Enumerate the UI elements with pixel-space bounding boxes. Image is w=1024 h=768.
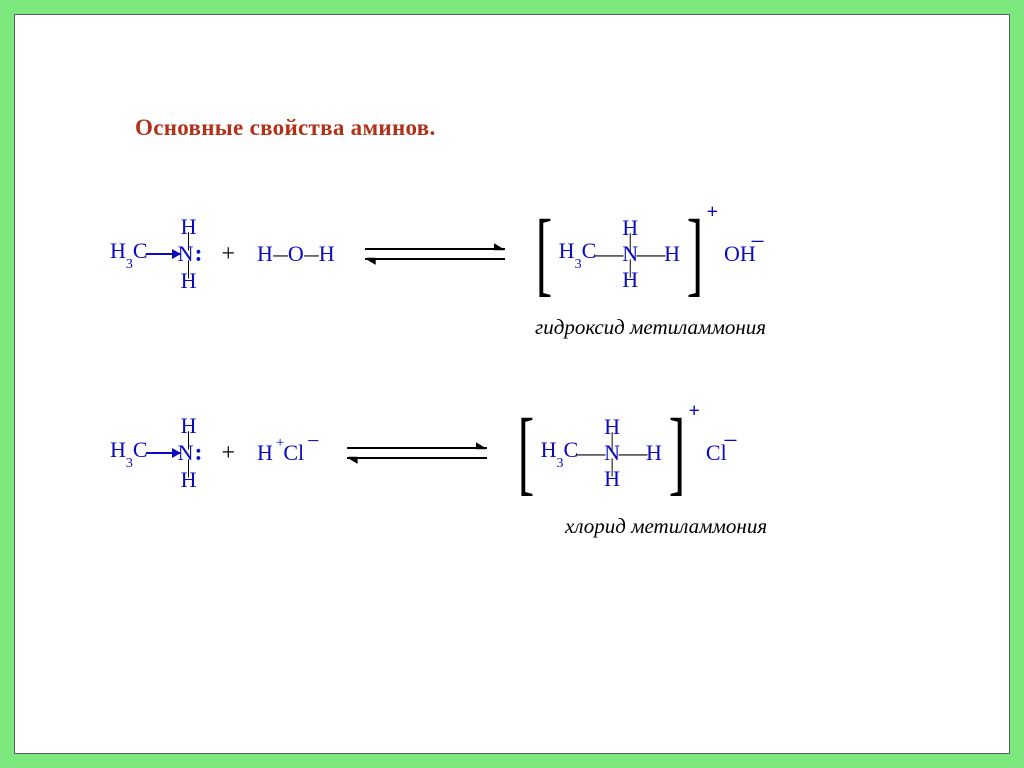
methylammonium-1: [ H3C — H | N | H — xyxy=(535,211,704,297)
reaction-2: H3C H | N : | H + xyxy=(110,410,969,496)
bond-water1: – xyxy=(273,241,287,267)
methylammonium-2: [ H3C — H | N | H — xyxy=(517,410,686,496)
hcl: H + Cl − xyxy=(257,440,317,466)
atom-H-water1: H xyxy=(257,241,273,267)
cation-charge-1: + xyxy=(707,201,718,224)
prod1-Hbot: H xyxy=(622,269,638,291)
dative-arrow-1 xyxy=(146,243,180,265)
slide-inner: Основные свойства аминов. H3C H | N : xyxy=(14,14,1010,754)
prod2-Hright: H xyxy=(646,442,662,464)
left-bracket-2: [ xyxy=(517,408,533,498)
prod2-Hbot: H xyxy=(604,468,620,490)
bond-p1a: — xyxy=(595,243,624,265)
plus-1: + xyxy=(221,241,235,268)
caption-1: гидроксид метиламмония xyxy=(535,315,969,340)
atom-Hbot-2: H xyxy=(181,469,197,491)
bond-water2: – xyxy=(304,241,318,267)
hcl-Cl-charge: − xyxy=(307,428,319,454)
hcl-H-charge: + xyxy=(276,435,284,452)
water: H – O – H xyxy=(257,241,335,267)
methylamine-left-2: H3C H | N : | H xyxy=(110,415,199,491)
atom-H-water2: H xyxy=(319,241,335,267)
equilibrium-1 xyxy=(365,239,505,269)
chloride-ion: Cl − xyxy=(706,440,727,466)
prod1-Hright: H xyxy=(664,243,680,265)
equilibrium-2 xyxy=(347,438,487,468)
oh-O: O xyxy=(724,241,740,267)
cl-charge: − xyxy=(723,426,738,456)
atom-H3C-2: H3C xyxy=(110,439,148,466)
hydroxide-charge: − xyxy=(750,227,765,257)
right-bracket-1: ] xyxy=(687,209,703,299)
left-bracket-1: [ xyxy=(535,209,551,299)
prod2-H3C: H3C xyxy=(541,439,579,466)
lone-pair-1: : xyxy=(194,242,199,266)
prod1-H3C: H3C xyxy=(559,240,597,267)
hcl-H: H xyxy=(257,440,273,466)
hydroxide-ion: O H − xyxy=(724,241,756,267)
slide-title: Основные свойства аминов. xyxy=(135,115,969,141)
hcl-Cl: Cl xyxy=(283,440,304,466)
cation-charge-2: + xyxy=(689,400,700,423)
dative-arrow-2 xyxy=(146,442,180,464)
reaction-1: H3C H | N : | H + xyxy=(110,211,969,297)
methylamine-left-1: H3C H | N : | H xyxy=(110,216,199,292)
slide-outer: Основные свойства аминов. H3C H | N : xyxy=(0,0,1024,768)
atom-Hbot-1: H xyxy=(181,270,197,292)
caption-2: хлорид метиламмония xyxy=(565,514,969,539)
lone-pair-2: : xyxy=(194,441,199,465)
right-bracket-2: ] xyxy=(669,408,685,498)
bond-p1b: — xyxy=(637,243,666,265)
atom-H3C-1: H3C xyxy=(110,240,148,267)
atom-O-water: O xyxy=(288,241,304,267)
plus-2: + xyxy=(221,440,235,467)
